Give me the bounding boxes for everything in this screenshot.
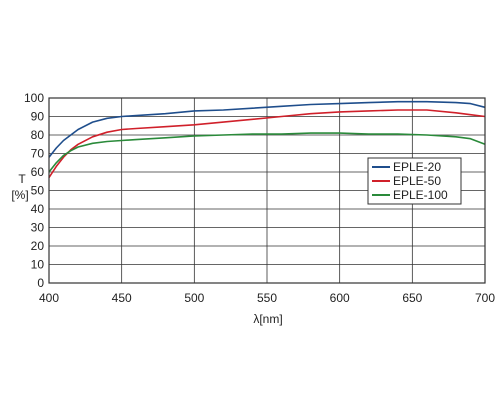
x-tick-label: 700 xyxy=(475,291,495,305)
x-tick-label: 550 xyxy=(257,291,277,305)
x-tick-label: 450 xyxy=(112,291,132,305)
plot-frame xyxy=(48,97,486,284)
y-axis-label: T xyxy=(18,172,26,186)
x-tick-label: 650 xyxy=(402,291,422,305)
y-tick-labels: 0 10 20 30 40 50 60 70 80 90 100 xyxy=(24,91,44,290)
series-line-eple-50 xyxy=(48,109,486,179)
x-tick-label: 500 xyxy=(184,291,204,305)
y-tick-label: 20 xyxy=(31,239,45,253)
series-line-eple-100 xyxy=(48,132,486,173)
x-axis-label: λ[nm] xyxy=(253,312,282,326)
y-tick-label: 70 xyxy=(31,147,45,161)
legend-label-eple-50: EPLE-50 xyxy=(393,174,441,188)
y-tick-label: 0 xyxy=(37,276,44,290)
legend-label-eple-20: EPLE-20 xyxy=(393,160,441,174)
legend-label-eple-100: EPLE-100 xyxy=(393,188,448,202)
y-tick-label: 50 xyxy=(31,184,45,198)
x-tick-labels: 400 450 500 550 600 650 700 xyxy=(39,291,495,305)
y-tick-label: 80 xyxy=(31,128,45,142)
y-tick-label: 10 xyxy=(31,258,45,272)
y-tick-label: 30 xyxy=(31,221,45,235)
y-tick-label: 90 xyxy=(31,110,45,124)
series-line-eple-20 xyxy=(48,100,486,158)
x-tick-label: 600 xyxy=(330,291,350,305)
series-lines xyxy=(48,100,486,179)
x-tick-label: 400 xyxy=(39,291,59,305)
y-tick-label: 100 xyxy=(24,91,44,105)
y-tick-label: 40 xyxy=(31,202,45,216)
y-axis-unit: [%] xyxy=(11,188,28,202)
y-tick-label: 60 xyxy=(31,165,45,179)
